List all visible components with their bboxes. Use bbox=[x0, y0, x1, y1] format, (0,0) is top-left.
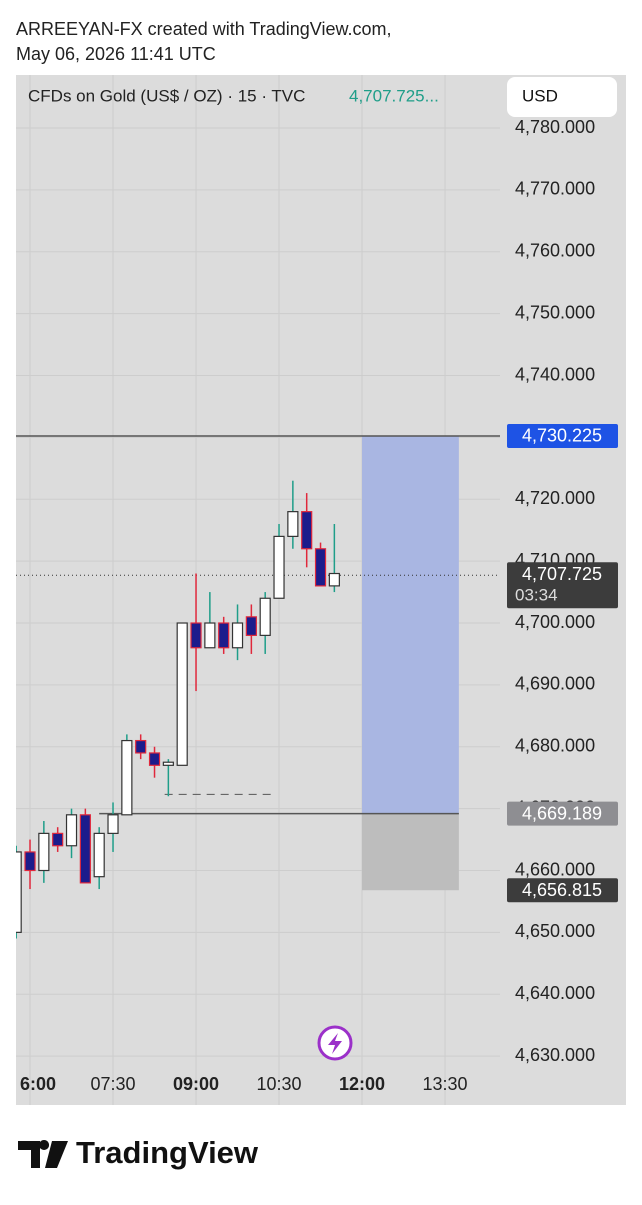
candle-body bbox=[121, 739, 133, 816]
currency-button[interactable] bbox=[507, 77, 617, 117]
candle-body bbox=[93, 832, 105, 878]
candle-body bbox=[24, 851, 36, 872]
candle-body bbox=[16, 851, 22, 933]
y-tick-label: 4,690.000 bbox=[515, 674, 595, 694]
entry-price-label: 4,669.189 bbox=[522, 803, 602, 823]
y-tick-label: 4,680.000 bbox=[515, 736, 595, 756]
x-tick-label: 12:00 bbox=[339, 1074, 385, 1094]
y-tick-label: 4,780.000 bbox=[515, 117, 595, 137]
candle-body bbox=[314, 548, 327, 587]
countdown: 03:34 bbox=[515, 586, 558, 605]
target-zone bbox=[362, 435, 459, 814]
y-tick-label: 4,760.000 bbox=[515, 241, 595, 261]
current-price-label: 4,707.725 bbox=[522, 564, 602, 584]
x-tick-label: 09:00 bbox=[173, 1074, 219, 1094]
y-tick-label: 4,700.000 bbox=[515, 612, 595, 632]
candle-body bbox=[259, 597, 271, 636]
current-price-box bbox=[507, 562, 618, 609]
candle-body bbox=[107, 814, 119, 834]
candle-body bbox=[38, 832, 50, 872]
last-price: 4,707.725... bbox=[349, 86, 439, 105]
currency[interactable]: USD bbox=[522, 86, 558, 105]
x-tick-label: 13:30 bbox=[423, 1074, 468, 1094]
stop-zone bbox=[362, 813, 459, 891]
candle-body bbox=[287, 511, 299, 537]
candle-body bbox=[190, 622, 202, 649]
candle-body bbox=[301, 511, 313, 550]
candle-body bbox=[65, 814, 78, 847]
y-tick-label: 4,770.000 bbox=[515, 179, 595, 199]
y-tick-label: 4,740.000 bbox=[515, 364, 595, 384]
header-line: May 06, 2026 11:41 UTC bbox=[16, 44, 216, 64]
y-tick-label: 4,660.000 bbox=[515, 859, 595, 879]
symbol: CFDs on Gold (US$ / OZ) · 15 · TVC bbox=[28, 86, 305, 105]
header-line: ARREEYAN-FX created with TradingView.com… bbox=[16, 19, 391, 39]
x-tick-label: 10:30 bbox=[257, 1074, 302, 1094]
candle-body bbox=[176, 622, 188, 766]
x-tick-label: 6:00 bbox=[20, 1074, 56, 1094]
lightning-glyph bbox=[328, 1033, 342, 1054]
entry-price-box bbox=[507, 801, 618, 826]
candle-body bbox=[52, 832, 64, 847]
candle-body bbox=[231, 622, 244, 649]
stop-price-label: 4,656.815 bbox=[522, 880, 602, 900]
brand: TradingView bbox=[76, 1135, 259, 1170]
candle-body bbox=[273, 535, 285, 599]
candle-body bbox=[218, 622, 230, 649]
y-tick-label: 4,650.000 bbox=[515, 921, 595, 941]
y-tick-label: 4,750.000 bbox=[515, 302, 595, 322]
x-tick-label: 07:30 bbox=[90, 1074, 135, 1094]
candle-body bbox=[162, 761, 174, 766]
candle-body bbox=[148, 752, 161, 766]
target-price-label: 4,730.225 bbox=[522, 426, 602, 446]
target-price-box bbox=[507, 423, 618, 448]
logo-icon bbox=[18, 1140, 68, 1168]
candle-body bbox=[204, 622, 216, 649]
candle-body bbox=[135, 739, 147, 754]
stop-price-box bbox=[507, 878, 618, 903]
candle-body bbox=[245, 616, 257, 636]
candle-body bbox=[79, 814, 91, 884]
y-tick-label: 4,640.000 bbox=[515, 983, 595, 1003]
y-tick-label: 4,630.000 bbox=[515, 1045, 595, 1065]
candle-body bbox=[328, 572, 340, 587]
y-tick-label: 4,720.000 bbox=[515, 488, 595, 508]
